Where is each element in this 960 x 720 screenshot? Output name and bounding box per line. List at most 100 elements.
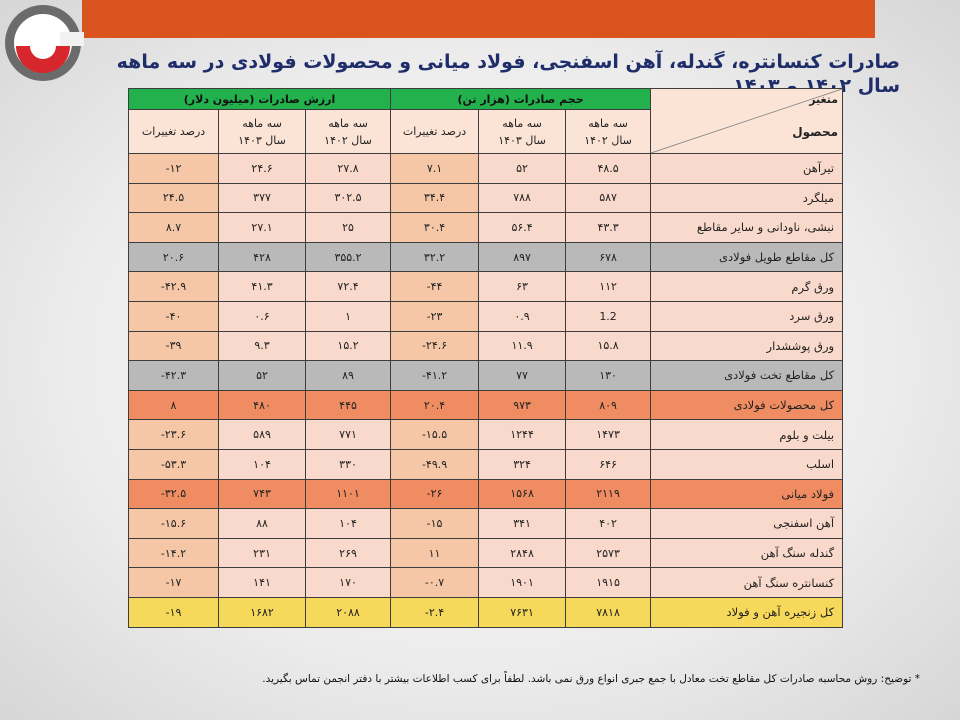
- volume-1402-cell: ۱۳۰: [565, 360, 652, 391]
- volume-1402-cell: ۱۱۲: [565, 271, 652, 302]
- value-1402-cell: ۲۰۸۸: [305, 596, 392, 628]
- volume-1402-cell: ۲۵۷۳: [565, 537, 652, 569]
- value-change-cell: -۱۷: [127, 567, 220, 598]
- volume-1402-cell: ۷۸۱۸: [565, 596, 652, 628]
- volume-change-cell: -۲۶: [390, 478, 480, 510]
- value-1403-cell: ۵۸۹: [218, 419, 307, 450]
- corner-header: متغیر محصول: [650, 88, 844, 154]
- volume-1403-cell: ۱۱.۹: [478, 330, 567, 362]
- volume-group-header: حجم صادرات (هزار تن): [390, 88, 652, 110]
- value-change-cell: -۳۹: [127, 330, 220, 362]
- value-1402-cell: ۳۰۲.۵: [305, 182, 392, 214]
- table-row: گندله سنگ آهن ۲۵۷۳ ۲۸۴۸ ۱۱ ۲۶۹ ۲۳۱ -۱۴.۲: [127, 537, 844, 569]
- volume-change-cell: ۳۴.۴: [390, 182, 480, 214]
- table-row: کل محصولات فولادی ۸۰۹ ۹۷۳ ۲۰.۴ ۴۴۵ ۴۸۰ ۸: [127, 389, 844, 421]
- product-name-cell: کل محصولات فولادی: [650, 389, 844, 421]
- value-1402-header-line2: سال ۱۴۰۲: [324, 133, 372, 147]
- value-1402-cell: ۷۲.۴: [305, 271, 392, 302]
- product-name-cell: ورق گرم: [650, 271, 844, 302]
- volume-change-cell: -۱۵: [390, 508, 480, 539]
- volume-1402-cell: ۴۳.۳: [565, 212, 652, 243]
- volume-1403-cell: ۱۹۰۱: [478, 567, 567, 598]
- volume-change-cell: -۴۱.۲: [390, 360, 480, 391]
- value-group-header: ارزش صادرات (میلیون دلار): [127, 88, 392, 110]
- table-row: کنسانتره سنگ آهن ۱۹۱۵ ۱۹۰۱ -۰.۷ ۱۷۰ ۱۴۱ -۱۷: [127, 567, 844, 598]
- table-row: ورق گرم ۱۱۲ ۶۳ -۴۴ ۷۲.۴ ۴۱.۳ -۴۲.۹: [127, 271, 844, 302]
- volume-1402-cell: ۲۱۱۹: [565, 478, 652, 510]
- value-1403-cell: ۵۲: [218, 360, 307, 391]
- value-1402-cell: ۱۷۰: [305, 567, 392, 598]
- value-1402-header-line1: سه ماهه: [328, 116, 368, 130]
- volume-change-cell: ۲۰.۴: [390, 389, 480, 421]
- volume-1403-cell: ۸۹۷: [478, 241, 567, 273]
- volume-change-cell: -۴۴: [390, 271, 480, 302]
- volume-1403-cell: ۵۲: [478, 153, 567, 184]
- value-1403-cell: ۴۱.۳: [218, 271, 307, 302]
- value-change-cell: ۲۴.۵: [127, 182, 220, 214]
- product-name-cell: ورق پوششدار: [650, 330, 844, 362]
- product-name-cell: فولاد میانی: [650, 478, 844, 510]
- value-change-cell: -۱۹: [127, 596, 220, 628]
- value-1402-cell: ۳۳۰: [305, 448, 392, 480]
- value-1403-cell: ۰.۶: [218, 300, 307, 332]
- value-1403-cell: ۷۴۳: [218, 478, 307, 510]
- volume-change-cell: -۱۵.۵: [390, 419, 480, 450]
- table-row: میلگرد ۵۸۷ ۷۸۸ ۳۴.۴ ۳۰۲.۵ ۳۷۷ ۲۴.۵: [127, 182, 844, 214]
- volume-1403-cell: ۷۸۸: [478, 182, 567, 214]
- value-1402-cell: ۷۷۱: [305, 419, 392, 450]
- value-1403-cell: ۱۶۸۲: [218, 596, 307, 628]
- value-change-cell: -۱۴.۲: [127, 537, 220, 569]
- product-name-cell: کل زنجیره آهن و فولاد: [650, 596, 844, 628]
- volume-change-cell: ۳۲.۲: [390, 241, 480, 273]
- value-change-cell: ۸.۷: [127, 212, 220, 243]
- value-1402-cell: ۱۵.۲: [305, 330, 392, 362]
- volume-change-cell: -۲۳: [390, 300, 480, 332]
- value-1403-header: سه ماهه سال ۱۴۰۳: [218, 109, 307, 154]
- table-row: کل مقاطع طویل فولادی ۶۷۸ ۸۹۷ ۳۲.۲ ۳۵۵.۲ ۴۲۸ ۲۰…: [127, 241, 844, 273]
- volume-change-cell: ۱۱: [390, 537, 480, 569]
- table-row: ورق پوششدار ۱۵.۸ ۱۱.۹ -۲۴.۶ ۱۵.۲ ۹.۳ -۳۹: [127, 330, 844, 362]
- value-1402-cell: ۲۷.۸: [305, 153, 392, 184]
- value-1403-cell: ۹.۳: [218, 330, 307, 362]
- value-1402-cell: ۲۶۹: [305, 537, 392, 569]
- volume-1403-cell: ۹۷۳: [478, 389, 567, 421]
- product-name-cell: نبشی، ناودانی و سایر مقاطع: [650, 212, 844, 243]
- value-change-cell: -۱۵.۶: [127, 508, 220, 539]
- table-row: فولاد میانی ۲۱۱۹ ۱۵۶۸ -۲۶ ۱۱۰۱ ۷۴۳ -۳۲.۵: [127, 478, 844, 510]
- value-1403-cell: ۴۸۰: [218, 389, 307, 421]
- volume-1402-cell: ۶۴۶: [565, 448, 652, 480]
- volume-1403-cell: ۷۷: [478, 360, 567, 391]
- value-1403-cell: ۴۲۸: [218, 241, 307, 273]
- product-name-cell: تیرآهن: [650, 153, 844, 184]
- volume-1403-cell: ۳۴۱: [478, 508, 567, 539]
- volume-1403-cell: ۱۲۴۴: [478, 419, 567, 450]
- value-1402-cell: ۴۴۵: [305, 389, 392, 421]
- volume-1402-header-line2: سال ۱۴۰۲: [584, 133, 632, 147]
- product-name-cell: کنسانتره سنگ آهن: [650, 567, 844, 598]
- volume-change-cell: ۷.۱: [390, 153, 480, 184]
- volume-change-cell: -۰.۷: [390, 567, 480, 598]
- top-banner-bar: [82, 0, 875, 38]
- volume-1403-cell: ۶۳: [478, 271, 567, 302]
- volume-1403-header: سه ماهه سال ۱۴۰۳: [478, 109, 567, 154]
- volume-change-cell: ۳۰.۴: [390, 212, 480, 243]
- value-1402-cell: ۱: [305, 300, 392, 332]
- value-change-cell: ۲۰.۶: [127, 241, 220, 273]
- volume-change-cell: -۲.۴: [390, 596, 480, 628]
- value-1403-cell: ۱۴۱: [218, 567, 307, 598]
- volume-1403-cell: ۰.۹: [478, 300, 567, 332]
- product-name-cell: کل مقاطع تخت فولادی: [650, 360, 844, 391]
- value-change-cell: ۸: [127, 389, 220, 421]
- volume-change-header: درصد تغییرات: [390, 109, 480, 154]
- volume-1403-header-line1: سه ماهه: [502, 116, 542, 130]
- value-change-cell: -۱۲: [127, 153, 220, 184]
- product-name-cell: آهن اسفنجی: [650, 508, 844, 539]
- value-1402-header: سه ماهه سال ۱۴۰۲: [305, 109, 392, 154]
- table-row: بیلت و بلوم ۱۴۷۳ ۱۲۴۴ -۱۵.۵ ۷۷۱ ۵۸۹ -۲۳.۶: [127, 419, 844, 450]
- volume-1402-cell: ۸۰۹: [565, 389, 652, 421]
- footnote: * توضیح: روش محاسبه صادرات کل مقاطع تخت …: [262, 673, 920, 685]
- value-1403-header-line2: سال ۱۴۰۳: [238, 133, 286, 147]
- value-1403-cell: ۳۷۷: [218, 182, 307, 214]
- value-1403-cell: ۲۷.۱: [218, 212, 307, 243]
- value-change-cell: -۲۳.۶: [127, 419, 220, 450]
